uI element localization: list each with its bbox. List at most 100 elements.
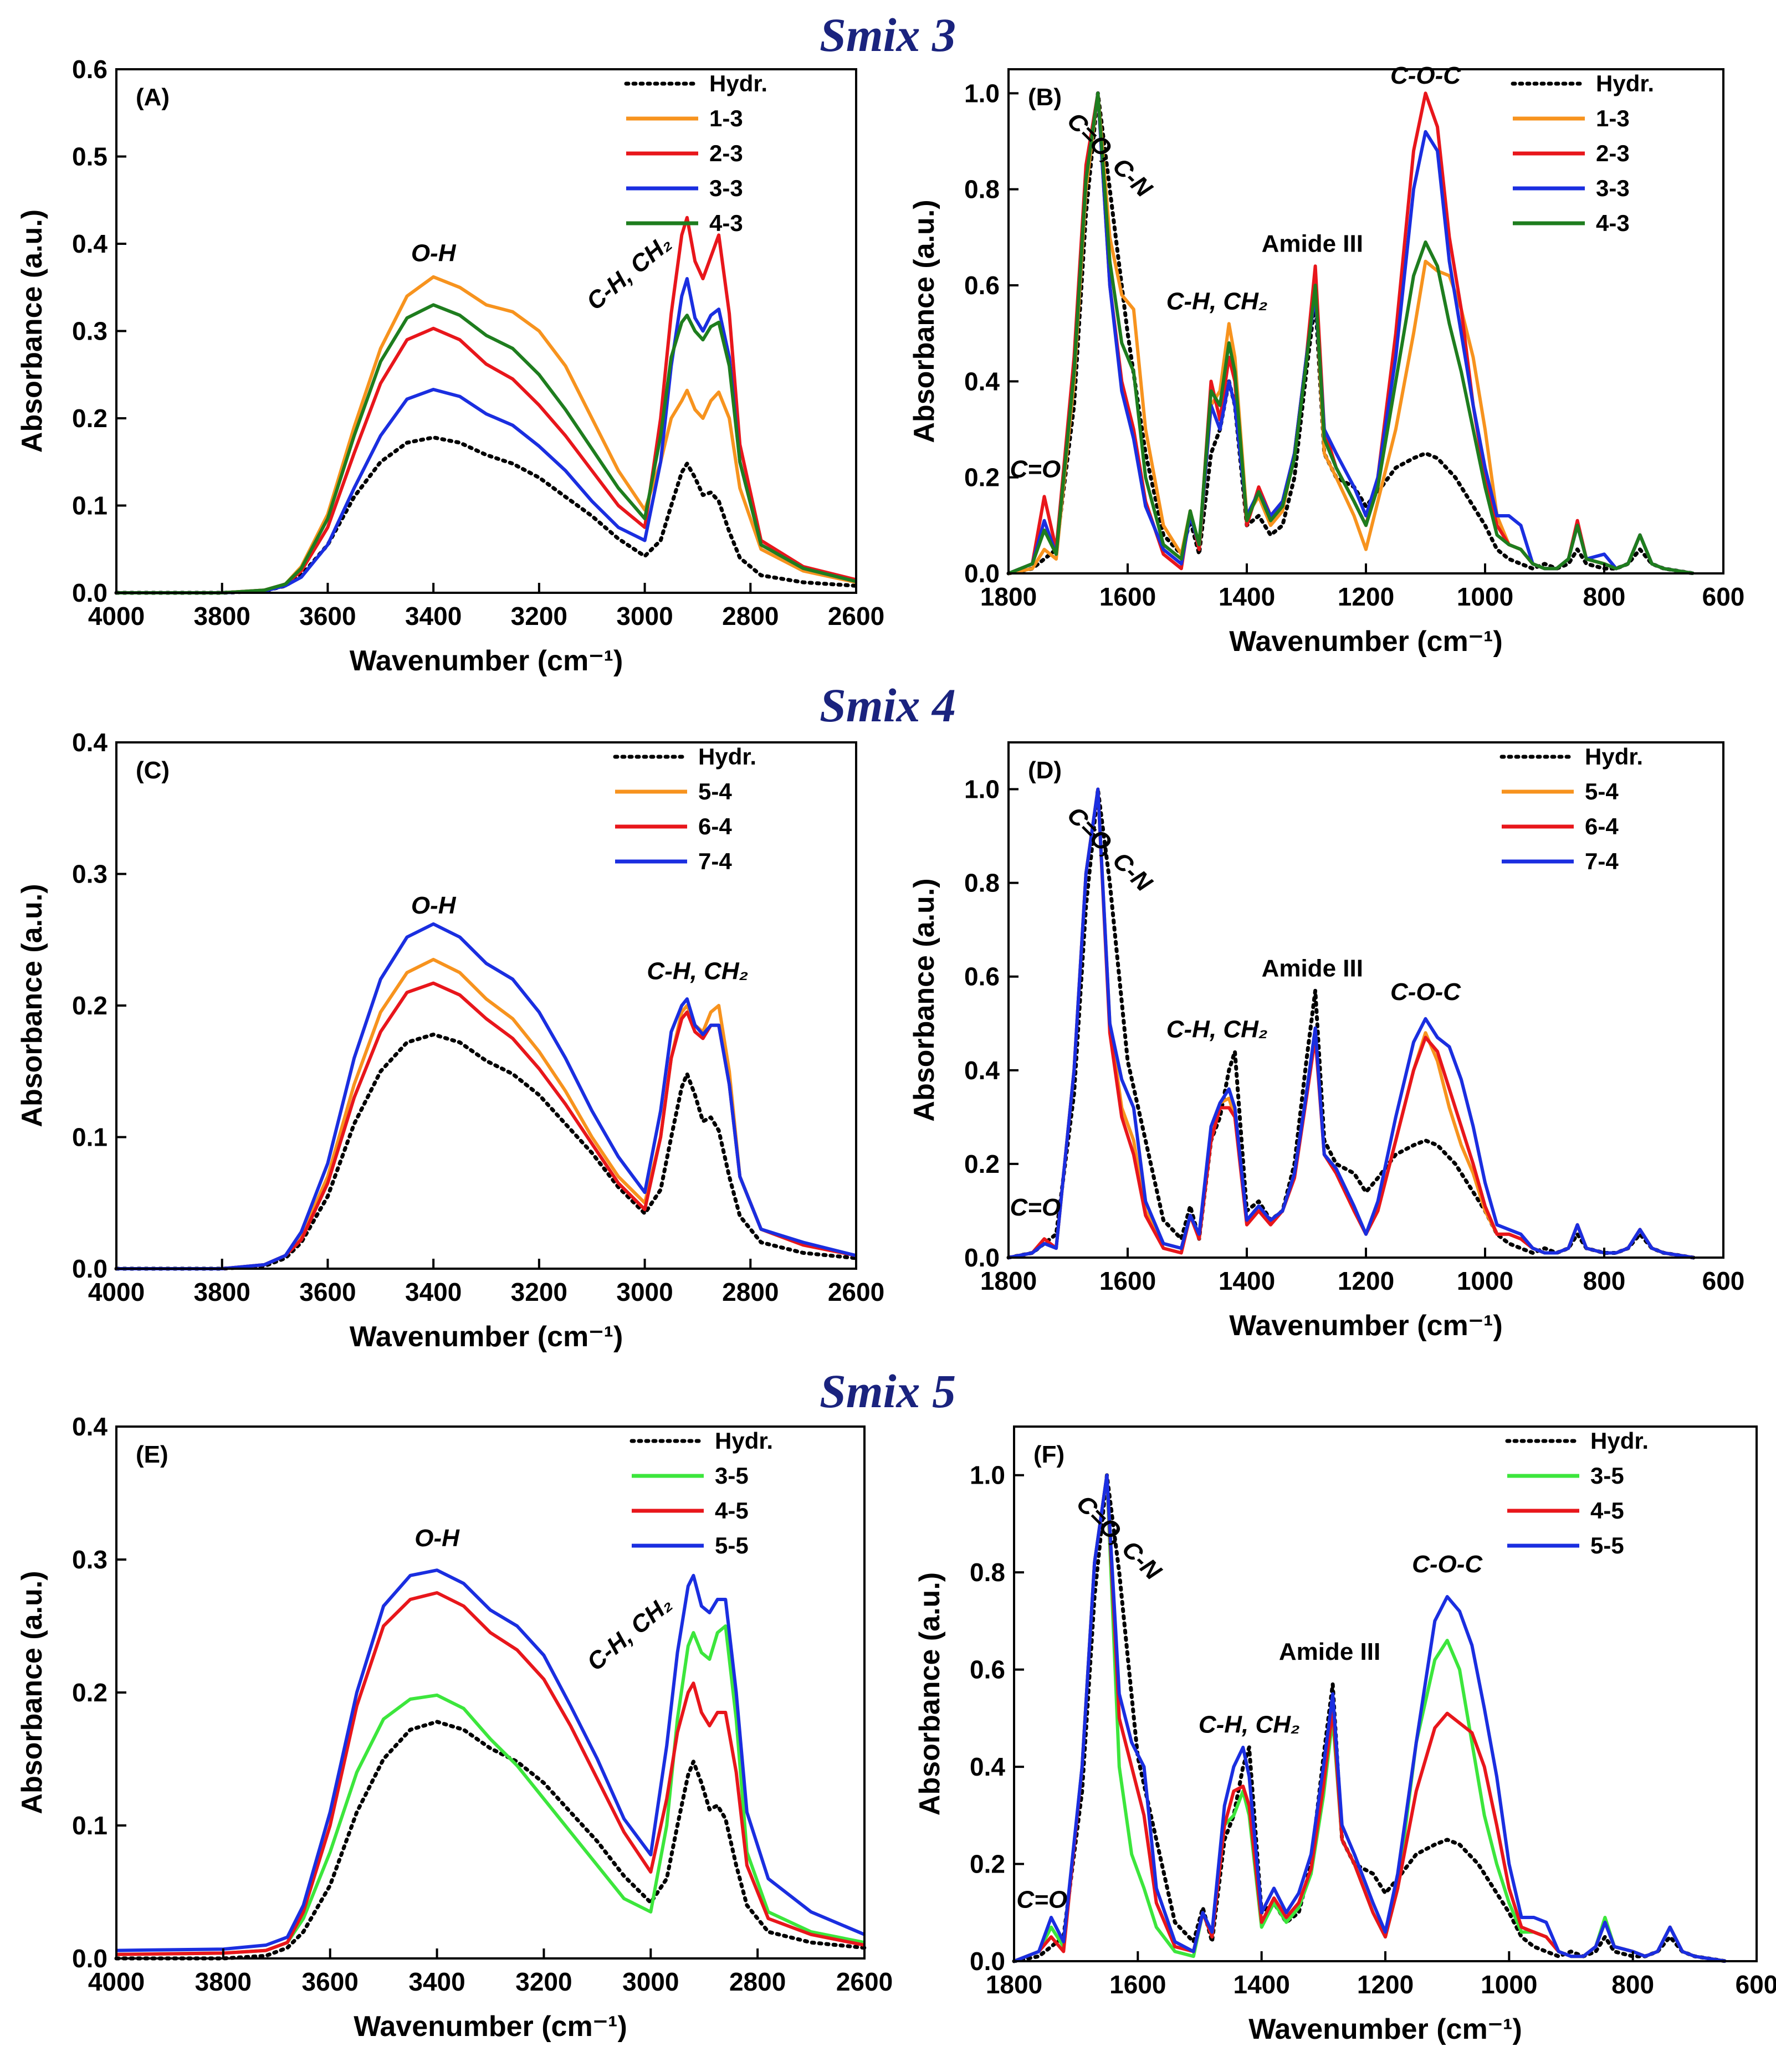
series-line-43-a — [116, 303, 857, 594]
x-tick-label-d: 600 — [1702, 1266, 1745, 1295]
legend-entry-c: 6-4 — [698, 813, 732, 839]
panel-label-a: (A) — [136, 84, 170, 111]
x-tick-label-e: 3600 — [302, 1967, 359, 1996]
x-tick-label-f: 1800 — [986, 1970, 1042, 1999]
y-tick-label-a: 0.2 — [72, 404, 108, 433]
annotation-e: C-H, CH₂ — [582, 1590, 677, 1676]
x-tick-label-b: 1600 — [1099, 582, 1156, 611]
legend-entry-a: 1-3 — [709, 105, 743, 131]
panel-a: 4000 3800 3600 3400 3200 3000 2800 2600 0.0 0.1 0.… — [16, 55, 884, 677]
y-axis-title-c: Absorbance (a.u.) — [16, 884, 48, 1127]
annotation-d: C-O-C — [1390, 978, 1461, 1006]
legend-entry-a: 4-3 — [709, 210, 743, 236]
y-tick-label-f: 0.4 — [970, 1752, 1005, 1781]
x-tick-label-c: 4000 — [88, 1278, 145, 1306]
x-tick-label-e: 3000 — [622, 1967, 679, 1996]
x-tick-label-b: 1000 — [1457, 582, 1513, 611]
x-tick-label-a: 3000 — [616, 602, 673, 630]
y-axis-title-f: Absorbance (a.u.) — [914, 1572, 946, 1815]
y-tick-label-b: 0.8 — [964, 175, 1000, 204]
annotation-b: C=O, C-N — [1062, 107, 1158, 203]
y-tick-label-f: 0.8 — [970, 1558, 1005, 1587]
annotation-f: Amide III — [1279, 1638, 1380, 1665]
x-tick-label-f: 800 — [1611, 1970, 1654, 1999]
annotation-f: C-O-C — [1412, 1551, 1483, 1578]
legend-entry-c: Hydr. — [698, 743, 756, 770]
x-tick-label-e: 3400 — [408, 1967, 465, 1996]
x-tick-label-c: 3200 — [511, 1278, 567, 1306]
x-tick-label-a: 4000 — [88, 602, 145, 630]
panel-label-c: (C) — [136, 757, 170, 784]
y-tick-label-f: 0.6 — [970, 1655, 1005, 1684]
y-tick-label-f: 0.0 — [970, 1947, 1005, 1976]
x-tick-label-e: 4000 — [88, 1967, 145, 1996]
panel-label-b: (B) — [1028, 84, 1062, 111]
panel-d: 1800 1600 1400 1200 1000 800 600 0.0 0.2 0.4 0.6 0.… — [908, 741, 1745, 1342]
series-line-33-a — [116, 277, 857, 594]
y-tick-label-d: 0.8 — [964, 869, 1000, 897]
x-tick-label-b: 1800 — [980, 582, 1037, 611]
series-line-64-c — [116, 981, 857, 1270]
section-title-smix4: Smix 4 — [820, 679, 956, 732]
x-tick-label-c: 3600 — [299, 1278, 356, 1306]
annotation-e: O-H — [414, 1525, 460, 1552]
y-tick-label-e: 0.4 — [72, 1412, 108, 1441]
panel-label-d: (D) — [1028, 757, 1062, 784]
annotation-d: Amide III — [1262, 955, 1363, 982]
x-axis-title-b: Wavenumber (cm⁻¹) — [1229, 625, 1503, 658]
annotation-d: C=O — [1010, 1194, 1061, 1221]
section-title-smix3: Smix 3 — [820, 8, 956, 61]
legend-entry-c: 5-4 — [698, 778, 732, 804]
x-tick-label-c: 3800 — [194, 1278, 250, 1306]
x-tick-label-b: 1400 — [1219, 582, 1275, 611]
y-tick-label-b: 0.0 — [964, 559, 1000, 588]
annotation-b: Amide III — [1262, 230, 1363, 257]
y-tick-label-d: 0.4 — [964, 1056, 1000, 1085]
legend-entry-a: 2-3 — [709, 140, 743, 166]
series-line-hydr-e — [114, 1720, 867, 1961]
legend-entry-b: 2-3 — [1596, 140, 1630, 166]
plot-frame-a — [115, 68, 857, 594]
y-tick-label-c: 0.1 — [72, 1123, 108, 1152]
legend-entry-f: 3-5 — [1590, 1463, 1624, 1489]
y-tick-label-e: 0.3 — [72, 1545, 108, 1574]
series-line-54-c — [116, 957, 857, 1270]
annotation-f: C=O — [1016, 1886, 1067, 1914]
y-tick-label-e: 0.0 — [72, 1944, 108, 1973]
y-tick-label-d: 0.2 — [964, 1150, 1000, 1178]
legend-entry-d: 6-4 — [1585, 813, 1619, 839]
annotation-c: O-H — [411, 892, 457, 919]
annotation-d: C-H, CH₂ — [1166, 1016, 1268, 1043]
y-tick-label-c: 0.4 — [72, 728, 108, 757]
legend-entry-b: 1-3 — [1596, 105, 1630, 131]
y-axis-title-e: Absorbance (a.u.) — [16, 1571, 48, 1814]
y-tick-label-b: 1.0 — [964, 79, 1000, 107]
x-axis-title-c: Wavenumber (cm⁻¹) — [350, 1321, 623, 1353]
y-axis-title-a: Absorbance (a.u.) — [16, 209, 48, 453]
y-tick-label-c: 0.2 — [72, 991, 108, 1020]
x-tick-label-d: 1200 — [1338, 1266, 1394, 1295]
y-tick-label-a: 0.4 — [72, 229, 108, 258]
y-tick-label-e: 0.1 — [72, 1811, 108, 1840]
legend-entry-b: 4-3 — [1596, 210, 1630, 236]
x-tick-label-c: 3400 — [405, 1278, 462, 1306]
legend-entry-e: 3-5 — [715, 1463, 749, 1489]
y-tick-label-f: 1.0 — [970, 1461, 1005, 1490]
legend-entry-b: 3-3 — [1596, 175, 1630, 201]
annotation-c: C-H, CH₂ — [647, 958, 748, 985]
x-tick-label-f: 1200 — [1357, 1970, 1414, 1999]
series-line-55-e — [116, 1568, 866, 1952]
x-tick-label-e: 3200 — [515, 1967, 572, 1996]
x-tick-label-a: 2600 — [828, 602, 884, 630]
x-tick-label-f: 1400 — [1233, 1970, 1289, 1999]
legend-entry-d: 7-4 — [1585, 848, 1619, 874]
annotation-f: C-H, CH₂ — [1199, 1711, 1300, 1738]
y-tick-label-d: 1.0 — [964, 775, 1000, 804]
legend-entry-e: 5-5 — [715, 1532, 749, 1558]
x-axis-title-d: Wavenumber (cm⁻¹) — [1229, 1310, 1503, 1342]
series-line-hydr-a — [114, 435, 858, 595]
annotation-b: C=O — [1010, 456, 1061, 483]
series-line-43-b — [1007, 91, 1694, 575]
annotation-b: C-H, CH₂ — [1166, 288, 1268, 315]
legend-entry-f: Hydr. — [1590, 1428, 1649, 1454]
